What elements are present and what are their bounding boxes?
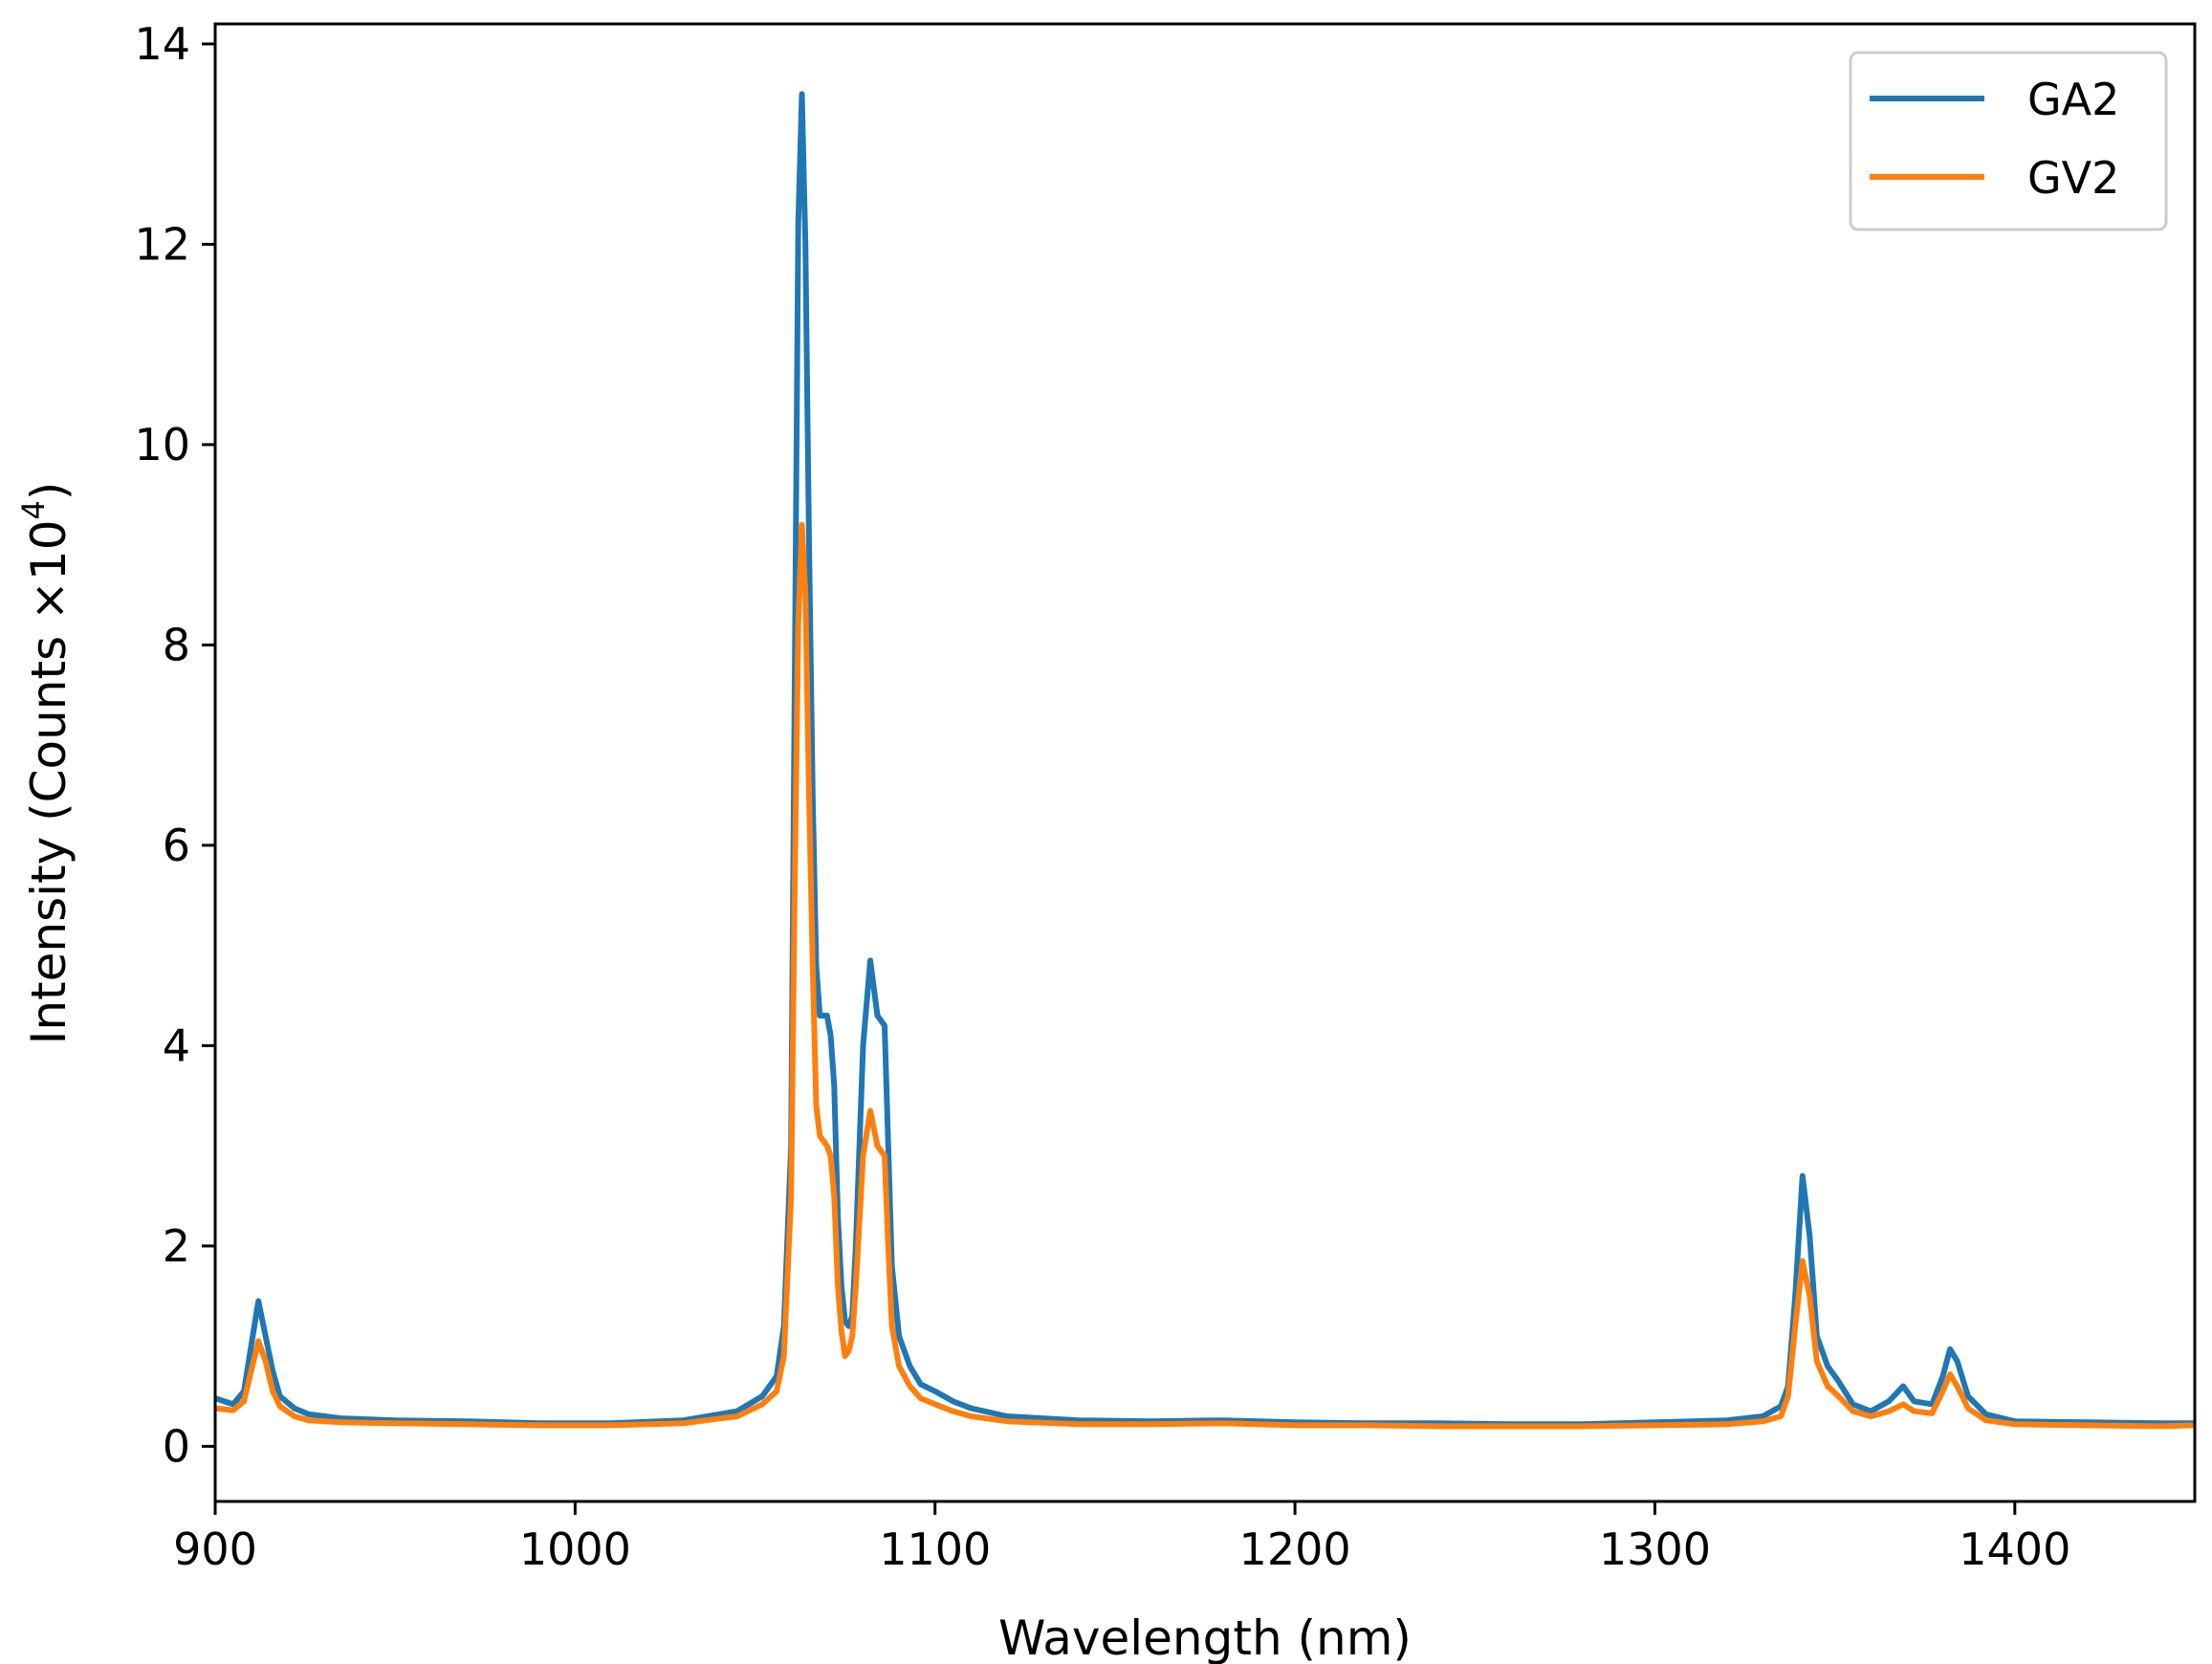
x-tick-label: 1100 (879, 1523, 991, 1575)
y-tick-label: 14 (134, 18, 190, 70)
legend-label-ga2: GA2 (2027, 74, 2119, 125)
y-axis-label-exponent: 4 (15, 500, 52, 519)
y-tick-label: 12 (134, 218, 190, 270)
x-axis-label: Wavelength (nm) (998, 1610, 1412, 1664)
y-axis-label: Intensity (Counts ×104) (15, 482, 77, 1045)
y-tick-label: 6 (163, 820, 190, 871)
plot-lines (214, 91, 2196, 1430)
plot-frame (213, 22, 2197, 1503)
y-tick-label: 10 (134, 419, 190, 471)
series-line-ga2 (214, 91, 2195, 1428)
y-tick-label: 0 (163, 1420, 190, 1472)
legend: GA2 GV2 (1849, 51, 2168, 231)
x-axis-ticks: 900 1000 1100 1200 1300 1400 (173, 1501, 2070, 1575)
legend-label-gv2: GV2 (2027, 152, 2119, 204)
x-tick-label: 1300 (1599, 1523, 1711, 1575)
x-tick-label: 1000 (519, 1523, 631, 1575)
y-axis-label-main: Intensity (Counts ×10 (21, 519, 77, 1044)
y-axis-label-close: ) (21, 482, 77, 501)
x-tick-label: 1200 (1239, 1523, 1351, 1575)
series-line-gv2 (214, 521, 2196, 1430)
x-tick-label: 900 (173, 1523, 257, 1575)
y-tick-label: 4 (163, 1019, 190, 1071)
x-tick-label: 1400 (1959, 1523, 2070, 1575)
y-tick-label: 2 (163, 1220, 190, 1272)
y-tick-label: 8 (163, 619, 190, 670)
y-axis-ticks: 0 2 4 6 8 10 12 14 (134, 18, 215, 1472)
